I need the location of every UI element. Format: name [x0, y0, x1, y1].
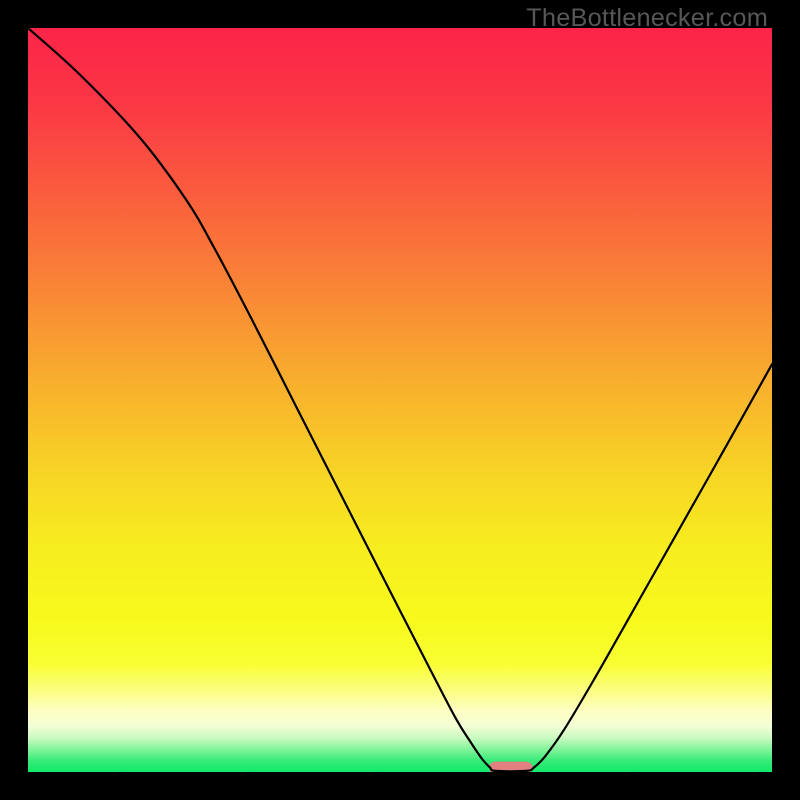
plot-area [28, 28, 772, 772]
chart-stage: TheBottlenecker.com [0, 0, 800, 800]
bottleneck-curve [28, 28, 772, 771]
watermark-text: TheBottlenecker.com [526, 4, 768, 33]
curve-layer [28, 28, 772, 772]
